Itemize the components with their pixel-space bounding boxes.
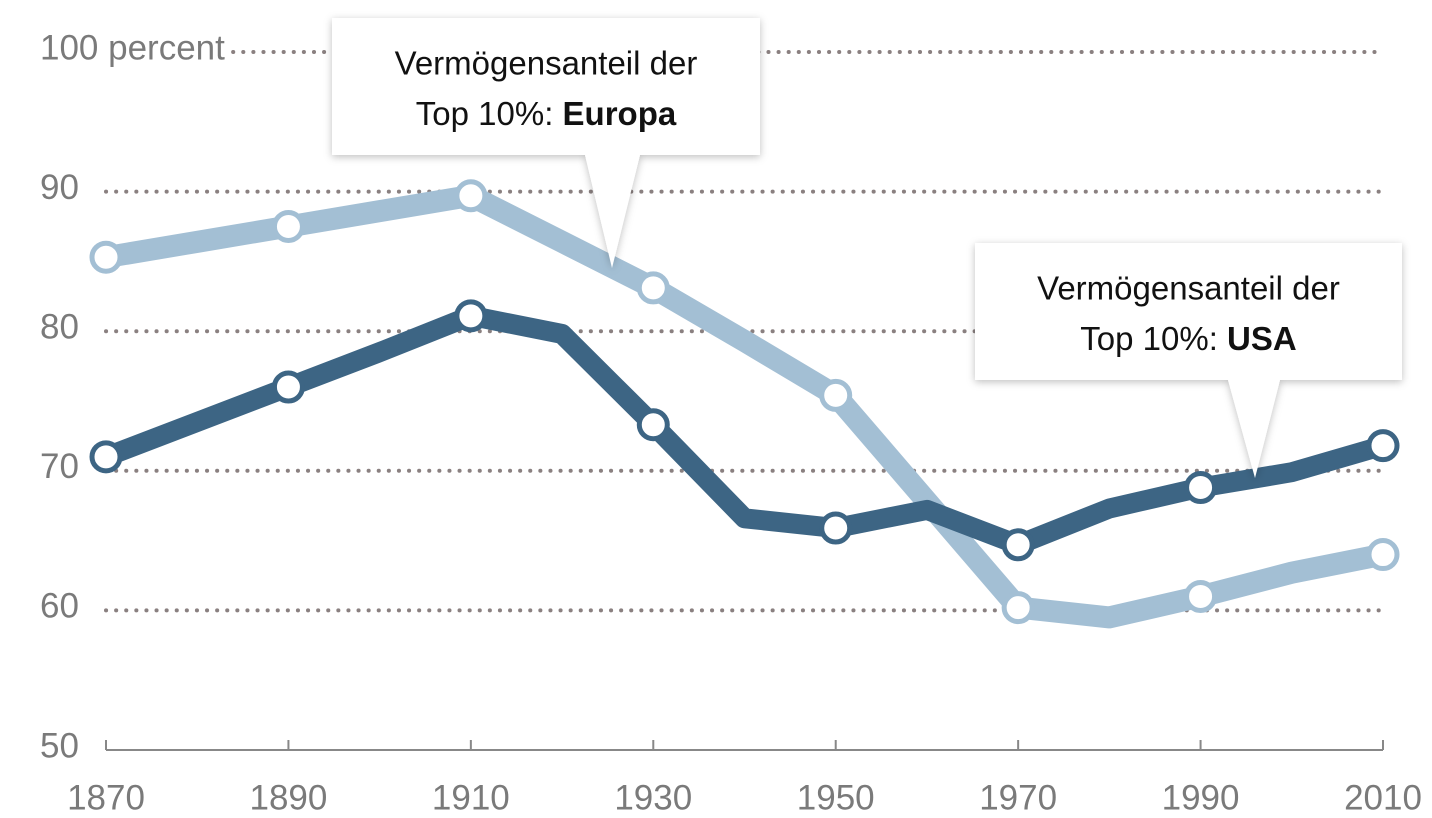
point-marker bbox=[819, 511, 853, 545]
y-tick-label: 60 bbox=[40, 587, 79, 626]
callout-series: Europa bbox=[563, 95, 677, 132]
series-line bbox=[95, 184, 1394, 629]
point-marker bbox=[89, 240, 123, 274]
x-tick-label: 1930 bbox=[614, 778, 692, 817]
x-tick-label: 1950 bbox=[797, 778, 875, 817]
callout-line: Top 10%: USA bbox=[1080, 320, 1296, 357]
callout-series: USA bbox=[1227, 320, 1297, 357]
x-tick-label: 1970 bbox=[979, 778, 1057, 817]
y-tick-label: 50 bbox=[40, 726, 79, 765]
y-tick-label: 100 percent bbox=[40, 28, 225, 67]
x-tick-label: 1990 bbox=[1162, 778, 1240, 817]
callout-text: Vermögensanteil der bbox=[395, 45, 698, 82]
callout: Vermögensanteil der Top 10%: USA bbox=[975, 243, 1402, 478]
point-marker bbox=[636, 271, 670, 305]
point-marker bbox=[271, 210, 305, 243]
point-marker bbox=[1001, 528, 1035, 562]
callout-text: Vermögensanteil der bbox=[1037, 270, 1340, 307]
point-marker bbox=[819, 378, 853, 412]
x-tick-label: 2010 bbox=[1344, 778, 1422, 817]
series-line bbox=[96, 305, 1393, 555]
point-marker bbox=[1366, 538, 1400, 572]
point-marker bbox=[1184, 471, 1218, 505]
x-tick-label: 1870 bbox=[67, 778, 145, 817]
callout-prefix: Top 10%: bbox=[1080, 320, 1227, 357]
callout: Vermögensanteil der Top 10%: Europa bbox=[332, 18, 760, 268]
y-tick-label: 90 bbox=[40, 168, 79, 207]
point-marker bbox=[89, 440, 123, 474]
callout-box bbox=[332, 18, 760, 268]
y-tick-label: 80 bbox=[40, 307, 79, 346]
x-tick-label: 1890 bbox=[249, 778, 327, 817]
point-marker bbox=[636, 408, 670, 442]
callout-line: Top 10%: Europa bbox=[416, 95, 677, 132]
point-marker bbox=[1366, 429, 1400, 463]
point-marker bbox=[1001, 591, 1035, 625]
point-marker bbox=[454, 299, 488, 333]
y-tick-label: 70 bbox=[40, 447, 79, 486]
x-tick-label: 1910 bbox=[432, 778, 510, 817]
point-marker bbox=[454, 179, 488, 213]
point-marker bbox=[1184, 579, 1218, 613]
callout-prefix: Top 10%: bbox=[416, 95, 563, 132]
callout-box bbox=[975, 243, 1402, 478]
point-marker bbox=[271, 370, 305, 404]
